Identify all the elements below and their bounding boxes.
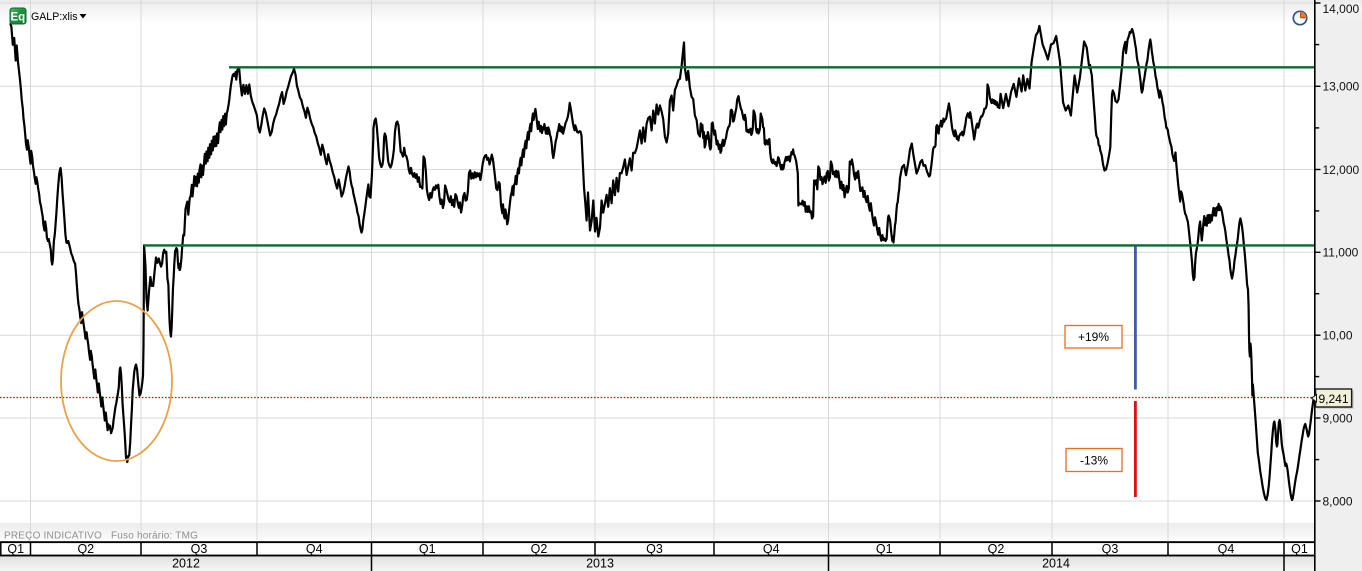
svg-text:Q4: Q4 — [306, 542, 323, 556]
svg-text:Q3: Q3 — [646, 542, 663, 556]
svg-text:Q1: Q1 — [419, 542, 436, 556]
svg-text:10,00: 10,00 — [1323, 329, 1353, 343]
svg-text:GALP:xlis: GALP:xlis — [31, 11, 78, 23]
svg-text:2012: 2012 — [172, 557, 200, 571]
svg-text:+19%: +19% — [1078, 330, 1109, 344]
svg-text:Q4: Q4 — [1218, 542, 1235, 556]
svg-text:Q3: Q3 — [1102, 542, 1119, 556]
svg-text:Q1: Q1 — [1291, 542, 1308, 556]
svg-text:2013: 2013 — [586, 557, 614, 571]
svg-text:13,000: 13,000 — [1323, 80, 1360, 94]
svg-text:11,000: 11,000 — [1323, 246, 1359, 260]
svg-text:9,241: 9,241 — [1318, 392, 1348, 406]
svg-text:Q1: Q1 — [7, 542, 24, 556]
svg-text:Eq: Eq — [10, 12, 25, 24]
svg-text:9,000: 9,000 — [1323, 411, 1353, 425]
svg-text:8,000: 8,000 — [1323, 494, 1353, 508]
svg-text:-13%: -13% — [1080, 454, 1108, 468]
svg-text:Q2: Q2 — [531, 542, 548, 556]
svg-text:Q4: Q4 — [763, 542, 780, 556]
svg-text:PREÇO INDICATIVO Fuso horári: PREÇO INDICATIVO Fuso horário: TMG — [4, 531, 198, 542]
svg-text:Q2: Q2 — [77, 542, 94, 556]
svg-text:14,000: 14,000 — [1323, 2, 1360, 16]
svg-text:Q3: Q3 — [191, 542, 208, 556]
svg-text:12,000: 12,000 — [1323, 163, 1360, 177]
svg-text:Q2: Q2 — [988, 542, 1005, 556]
svg-text:2014: 2014 — [1042, 557, 1070, 571]
svg-text:Q1: Q1 — [876, 542, 893, 556]
